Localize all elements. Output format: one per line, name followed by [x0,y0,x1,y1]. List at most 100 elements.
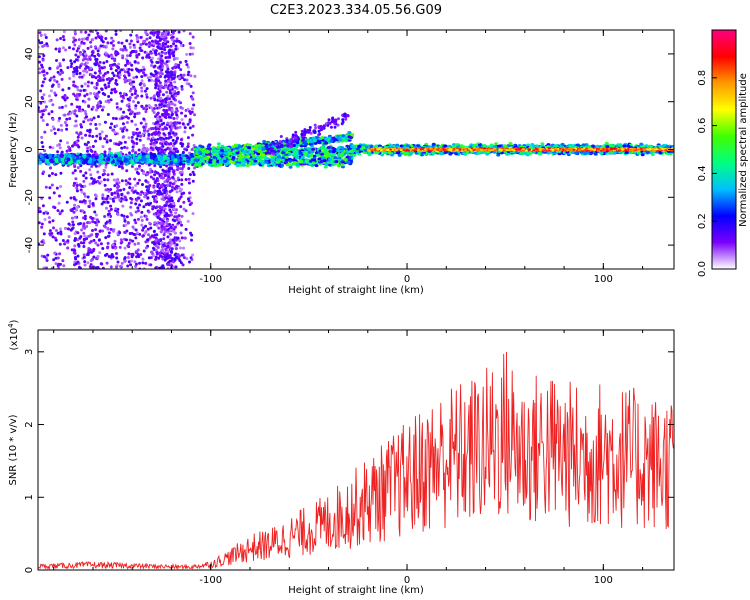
spectrogram-cell [85,143,89,147]
spectrogram-cell [179,43,183,47]
spectrogram-cell [49,89,53,93]
spectrogram-cell [177,30,181,34]
spectrogram-cell [73,109,77,113]
spectrogram-cell [140,49,144,53]
spectrogram-cell [103,137,107,141]
spectrogram-cell [162,121,166,125]
spectrogram-cell [141,183,145,187]
spectrogram-cell [129,263,133,267]
spectrogram-cell [153,98,157,102]
spectrogram-cell [137,178,141,182]
spectrogram-cell [65,123,69,127]
spectrogram-cell [66,227,70,231]
spectrogram-cell [173,103,177,107]
spectrogram-cell [171,138,175,142]
spectrogram-cell [109,91,113,95]
spectrogram-cell [170,247,174,251]
spectrogram-cell [104,236,108,240]
spectrogram-cell [108,147,112,151]
spectrogram-cell [168,55,172,59]
spectrogram-cell [42,170,46,174]
spectrogram-cell [73,244,77,248]
spectrogram-cell [180,236,184,240]
spectrogram-cell [73,203,77,207]
spectrogram-cell [73,256,77,260]
spectrogram-cell [68,117,72,121]
spectrogram-cell [158,217,162,221]
spectrogram-cell [72,36,76,40]
spectrogram-marks [38,30,674,269]
spectrogram-cell [143,73,147,77]
spectrogram-cell [63,113,67,117]
spectrogram-cell [160,113,164,117]
spectrogram-cell [103,65,107,69]
spectrogram-cell [77,265,81,269]
spectrogram-cell [127,67,131,71]
spectrogram-cell [163,148,167,152]
spectrogram-cell [94,123,98,127]
spectrogram-cell [56,256,60,260]
spectrogram-cell [165,60,169,64]
spectrogram-cell [77,44,81,48]
spectrogram-cell [149,146,153,150]
spectrogram-cell [44,210,48,214]
spectrogram-cell [41,119,45,123]
spectrogram-cell [86,118,90,122]
spectrogram-cell [124,48,128,52]
spectrogram-cell [83,109,87,113]
spectrogram-cell [94,194,98,198]
spectrogram-cell [100,38,104,42]
spectrogram-cell [179,231,183,235]
spectrogram-cell [186,144,190,148]
spectrogram-cell [98,122,102,126]
spectrogram-cell [138,261,142,265]
spectrogram-cell [58,106,62,110]
spectrogram-cell [172,238,176,242]
spectrogram-cell [48,99,52,103]
spectrogram-cell [102,61,106,65]
spectrogram-cell [152,94,156,98]
spectrogram-cell [186,136,190,140]
spectrogram-cell [187,177,191,181]
spectrogram-cell [158,103,162,107]
spectrogram-cell [128,42,132,46]
spectrogram-cell [42,232,46,236]
spectrogram-cell [138,138,142,142]
spectrogram-cell [95,83,99,87]
spectrogram-cell [40,222,44,226]
spectrogram-cell [41,80,45,84]
spectrogram-cell [89,173,93,177]
spectrogram-cell [75,189,79,193]
spectrogram-cell [114,79,118,83]
spectrogram-cell [40,240,44,244]
spectrogram-cell [72,206,76,210]
spectrogram-cell [61,88,65,92]
spectrogram-cell [165,63,169,67]
spectrogram-cell [137,52,141,56]
spectrogram-cell [110,172,114,176]
spectrogram-cell [179,41,183,45]
spectrogram-cell [174,247,178,251]
spectrogram-cell [136,40,140,44]
spectrogram-cell [173,85,177,89]
spectrogram-cell [49,76,53,80]
spectrogram-cell [140,89,144,93]
spectrogram-cell [180,173,184,177]
spectrogram-cell [146,227,150,231]
spectrogram-cell [116,260,120,264]
spectrogram-cell [133,115,137,119]
spectrogram-cell [173,73,177,77]
spectrogram-cell [107,84,111,88]
spectrogram-cell [119,30,123,33]
spectrogram-cell [133,92,137,96]
spectrogram-cell [47,112,51,116]
spectrogram-cell [101,145,105,149]
spectrogram-cell [129,110,133,114]
spectrogram-cell [94,213,98,217]
spectrogram-cell [175,37,179,41]
spectrogram-cell [48,94,52,98]
spectrogram-cell [101,76,105,80]
spectrogram-cell [85,92,89,96]
spectrogram-cell [83,52,87,56]
spectrogram-cell [148,184,152,188]
